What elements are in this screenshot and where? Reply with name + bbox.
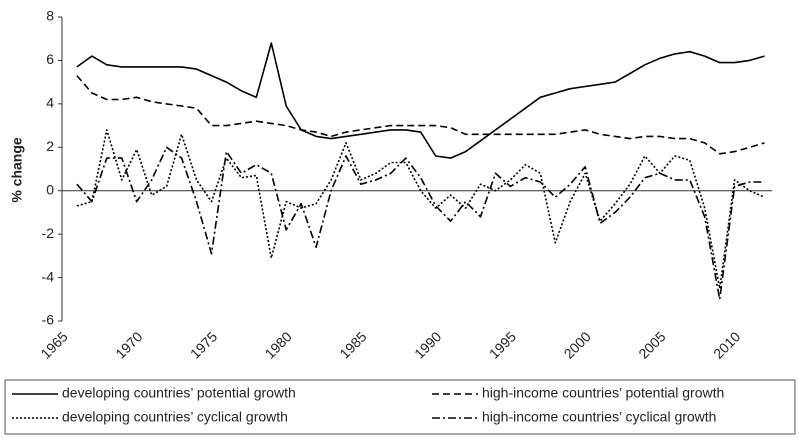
legend-label: high-income countries’ cyclical growth	[482, 409, 716, 425]
x-tick-label: 1985	[336, 328, 369, 361]
y-tick-label: -4	[42, 268, 55, 284]
x-tick-label: 2000	[561, 328, 594, 361]
x-tick-label: 1980	[262, 328, 295, 361]
x-tick-label: 1970	[112, 328, 145, 361]
x-tick-label: 2005	[635, 328, 668, 361]
x-tick-label: 1965	[37, 328, 70, 361]
y-tick-label: 4	[46, 95, 54, 111]
legend-label: high-income countries’ potential growth	[482, 385, 724, 401]
y-tick-label: 8	[46, 8, 54, 24]
y-tick-label: -2	[42, 225, 55, 241]
series-line	[76, 42, 765, 159]
y-tick-label: 0	[46, 181, 54, 197]
x-tick-label: 1995	[486, 328, 519, 361]
series-line	[76, 146, 765, 301]
y-axis-label: % change	[9, 137, 25, 203]
y-tick-label: 2	[46, 138, 54, 154]
legend-label: developing countries’ cyclical growth	[62, 409, 288, 425]
series-line	[76, 129, 765, 290]
x-tick-label: 2010	[710, 328, 743, 361]
x-tick-label: 1975	[187, 328, 220, 361]
series-line	[76, 75, 765, 155]
legend-label: developing countries’ potential growth	[62, 385, 296, 401]
x-tick-label: 1990	[411, 328, 444, 361]
y-tick-label: -6	[42, 312, 55, 328]
y-tick-label: 6	[46, 51, 54, 67]
legend-box	[4, 379, 796, 435]
